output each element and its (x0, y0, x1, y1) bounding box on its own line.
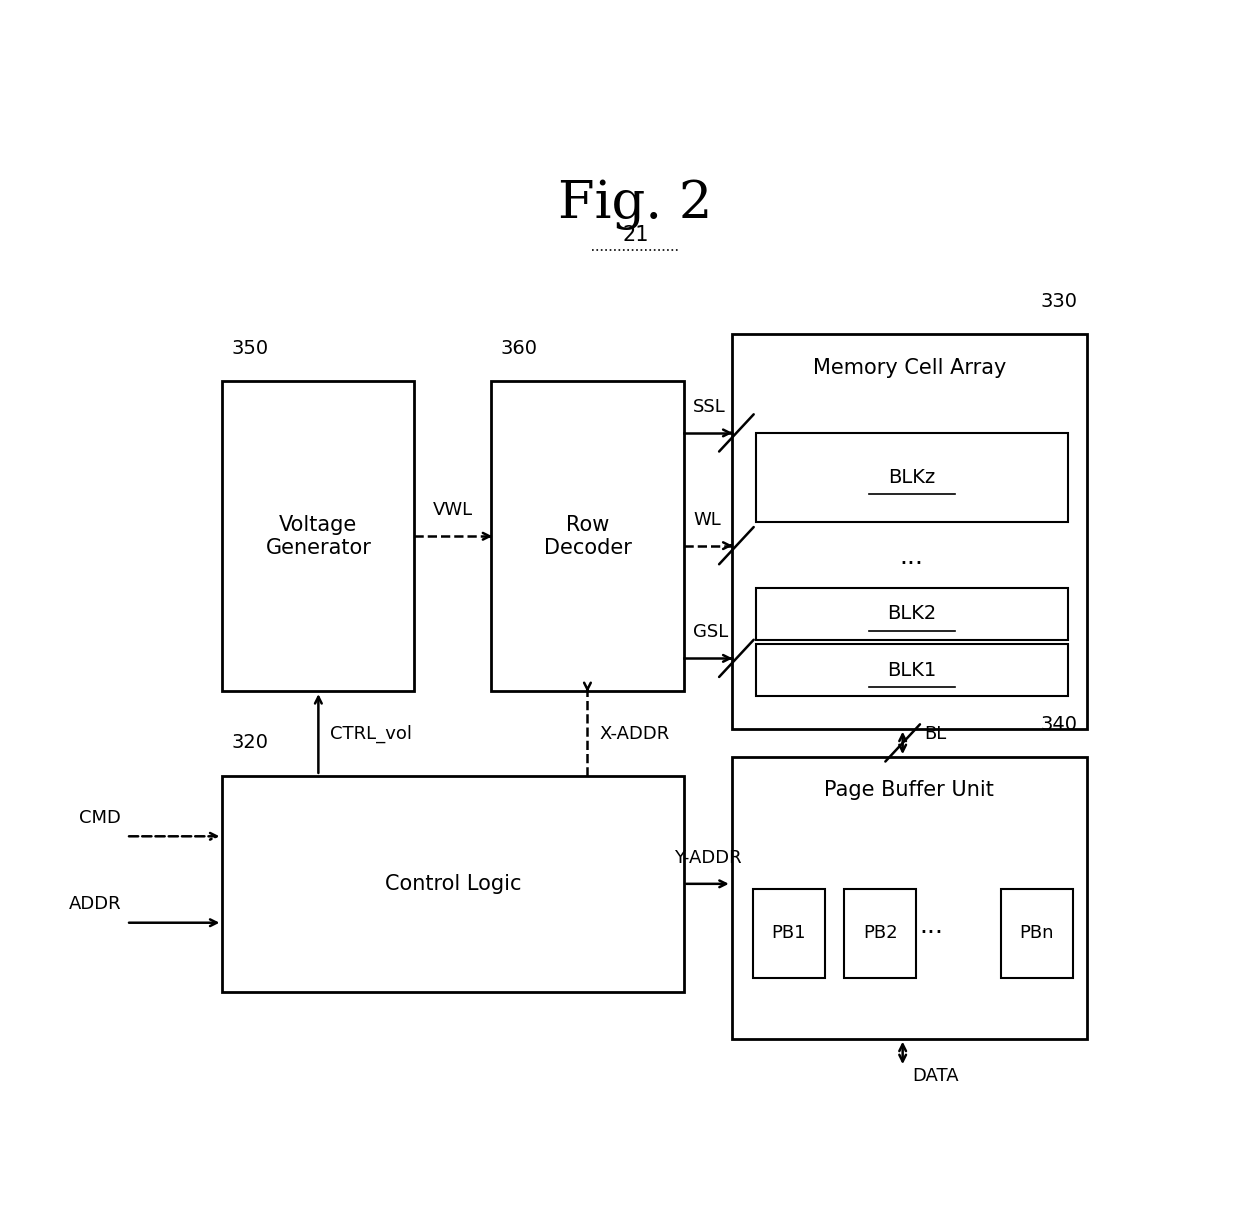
Text: Memory Cell Array: Memory Cell Array (812, 357, 1006, 378)
Text: SSL: SSL (693, 398, 725, 416)
Text: BLK2: BLK2 (887, 604, 936, 623)
Text: Control Logic: Control Logic (384, 874, 521, 894)
Bar (732, 756, 1087, 1039)
Text: ...: ... (900, 545, 924, 570)
Text: VWL: VWL (433, 501, 472, 520)
Text: PBn: PBn (1019, 924, 1054, 942)
Text: 360: 360 (501, 339, 538, 357)
Text: 330: 330 (1040, 292, 1078, 311)
Text: 21: 21 (622, 224, 649, 245)
Text: Fig. 2: Fig. 2 (558, 179, 713, 231)
Text: Page Buffer Unit: Page Buffer Unit (825, 781, 994, 800)
Text: WL: WL (693, 511, 720, 528)
Text: 350: 350 (232, 339, 269, 357)
Text: DATA: DATA (913, 1068, 959, 1086)
Text: BLK1: BLK1 (887, 660, 936, 680)
Text: Y-ADDR: Y-ADDR (673, 849, 742, 867)
Text: PB2: PB2 (863, 924, 898, 942)
Bar (755, 644, 1068, 695)
Bar (755, 588, 1068, 639)
Text: Voltage
Generator: Voltage Generator (265, 515, 371, 558)
Text: CTRL_vol: CTRL_vol (330, 725, 412, 743)
Text: ···: ··· (920, 921, 944, 944)
Text: CMD: CMD (79, 809, 122, 827)
Text: 320: 320 (232, 733, 269, 753)
Bar (732, 334, 1087, 728)
Text: ADDR: ADDR (68, 895, 122, 914)
Bar (222, 776, 683, 992)
Text: GSL: GSL (693, 623, 728, 642)
Text: 340: 340 (1040, 715, 1078, 733)
Text: PB1: PB1 (771, 924, 806, 942)
Text: Row
Decoder: Row Decoder (543, 515, 631, 558)
Text: BLKz: BLKz (888, 468, 935, 487)
Text: BL: BL (924, 725, 946, 743)
Bar (222, 382, 414, 692)
Bar (491, 382, 683, 692)
Bar (753, 888, 825, 977)
Bar (755, 433, 1068, 522)
Bar (844, 888, 916, 977)
Text: X-ADDR: X-ADDR (599, 725, 670, 743)
Bar (1001, 888, 1073, 977)
